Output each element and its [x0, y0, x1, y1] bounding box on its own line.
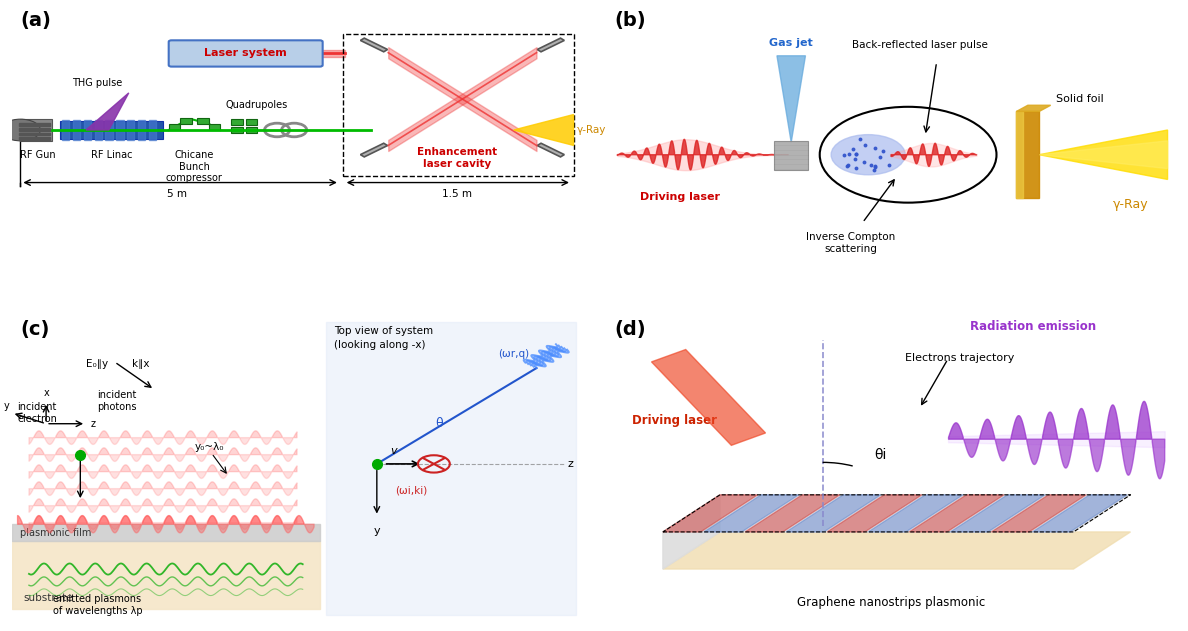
Polygon shape	[950, 495, 1045, 532]
Bar	[12, 524, 320, 541]
Polygon shape	[786, 495, 880, 532]
Polygon shape	[1017, 105, 1050, 112]
Text: x: x	[43, 388, 49, 398]
Text: incident
electron: incident electron	[18, 402, 57, 425]
Text: (ωi,ki): (ωi,ki)	[394, 486, 428, 495]
Text: Radiation emission: Radiation emission	[971, 320, 1097, 333]
Bar	[61, 121, 163, 139]
Bar	[775, 141, 808, 170]
Text: emitted plasmons
of wavelengths λp: emitted plasmons of wavelengths λp	[52, 594, 143, 616]
Text: Inverse Compton
scattering: Inverse Compton scattering	[807, 232, 896, 254]
Text: y: y	[373, 526, 380, 536]
Bar	[169, 124, 181, 130]
Polygon shape	[827, 495, 922, 532]
Bar	[246, 119, 257, 126]
FancyBboxPatch shape	[169, 40, 323, 67]
Bar	[83, 120, 91, 140]
Text: Driving laser: Driving laser	[632, 415, 716, 427]
Text: 1.5 m: 1.5 m	[442, 189, 472, 199]
Polygon shape	[86, 93, 128, 130]
Polygon shape	[777, 56, 805, 143]
Text: plasmonic film: plasmonic film	[20, 528, 91, 538]
Circle shape	[0, 119, 40, 141]
Text: γ-Ray: γ-Ray	[1113, 198, 1149, 211]
Bar	[181, 117, 191, 124]
Bar	[232, 127, 242, 133]
Bar	[19, 128, 50, 131]
Bar	[95, 120, 102, 140]
Bar	[232, 119, 242, 126]
Bar	[360, 38, 387, 52]
Circle shape	[832, 134, 905, 175]
Bar	[19, 138, 50, 140]
Text: Graphene nanostrips plasmonic: Graphene nanostrips plasmonic	[797, 596, 985, 610]
Polygon shape	[704, 495, 798, 532]
Bar	[116, 120, 124, 140]
Bar	[246, 127, 257, 133]
Text: Solid foil: Solid foil	[1056, 94, 1104, 104]
Bar	[537, 143, 564, 157]
Text: Chicane
Bunch
compressor: Chicane Bunch compressor	[166, 150, 223, 183]
Bar	[19, 124, 50, 126]
Bar	[138, 120, 145, 140]
Bar	[537, 38, 564, 52]
Polygon shape	[651, 350, 765, 445]
Text: (c): (c)	[20, 320, 50, 339]
Polygon shape	[513, 115, 574, 146]
Bar	[12, 541, 320, 610]
Polygon shape	[1040, 141, 1168, 168]
Text: k∥x: k∥x	[132, 359, 150, 369]
Text: Laser system: Laser system	[204, 49, 287, 58]
Text: (d): (d)	[614, 320, 646, 339]
Bar	[197, 117, 209, 124]
Text: θ: θ	[436, 417, 443, 430]
Text: z: z	[568, 459, 574, 469]
Polygon shape	[745, 495, 840, 532]
Polygon shape	[868, 495, 963, 532]
Text: E₀∥y: E₀∥y	[86, 359, 108, 369]
Polygon shape	[1032, 495, 1127, 532]
Text: Electrons trajectory: Electrons trajectory	[905, 353, 1015, 363]
Polygon shape	[1040, 130, 1168, 179]
Text: z: z	[90, 419, 95, 428]
Polygon shape	[909, 495, 1004, 532]
Text: Quadrupoles: Quadrupoles	[226, 100, 289, 110]
Bar	[72, 120, 81, 140]
Bar	[209, 124, 220, 130]
Bar	[360, 143, 387, 157]
Polygon shape	[663, 532, 1131, 569]
Bar	[106, 120, 113, 140]
Text: y₀~λ₀: y₀~λ₀	[195, 442, 223, 452]
Polygon shape	[991, 495, 1086, 532]
Text: θi: θi	[874, 447, 886, 462]
Text: Driving laser: Driving laser	[640, 192, 720, 202]
Text: Top view of system
(looking along -x): Top view of system (looking along -x)	[334, 326, 434, 350]
Text: THG pulse: THG pulse	[72, 78, 122, 88]
Bar	[326, 322, 576, 615]
Text: (a): (a)	[20, 11, 51, 30]
Text: Gas jet: Gas jet	[770, 38, 813, 48]
Bar	[62, 120, 69, 140]
Text: γ-Ray: γ-Ray	[576, 125, 606, 135]
Polygon shape	[663, 495, 1131, 532]
Bar	[19, 133, 50, 135]
Text: substrate: substrate	[24, 593, 72, 603]
Text: Enhancement
laser cavity: Enhancement laser cavity	[417, 147, 497, 168]
Polygon shape	[1017, 112, 1040, 198]
Text: RF Linac: RF Linac	[91, 150, 132, 160]
Text: Back-reflected laser pulse: Back-reflected laser pulse	[852, 40, 987, 50]
Bar	[20, 119, 52, 141]
Text: RF Gun: RF Gun	[20, 150, 56, 160]
Polygon shape	[1017, 112, 1023, 198]
Text: 5 m: 5 m	[168, 189, 188, 199]
Text: (ωr,q): (ωr,q)	[498, 349, 529, 359]
Text: incident
photons: incident photons	[97, 390, 137, 412]
Polygon shape	[663, 495, 758, 532]
Text: (b): (b)	[614, 11, 646, 30]
Bar	[148, 120, 156, 140]
Text: y: y	[4, 401, 10, 411]
Bar	[127, 120, 134, 140]
Polygon shape	[663, 495, 720, 569]
Text: v: v	[391, 446, 397, 456]
